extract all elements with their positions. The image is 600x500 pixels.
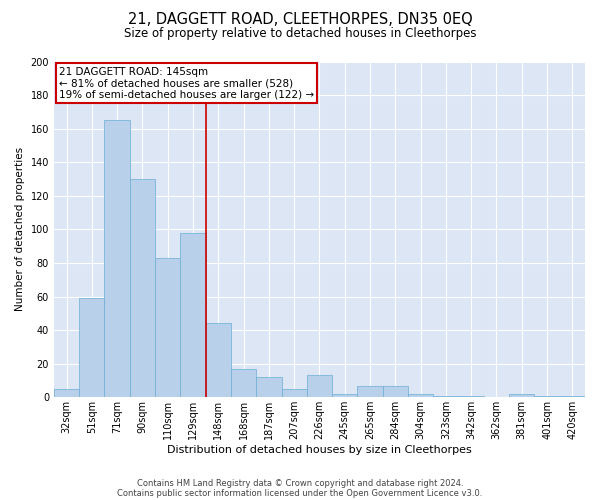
X-axis label: Distribution of detached houses by size in Cleethorpes: Distribution of detached houses by size … [167,445,472,455]
Bar [433,396,458,398]
Bar [79,298,104,398]
Bar [231,368,256,398]
Bar [206,324,231,398]
Bar [560,396,585,398]
Bar [104,120,130,398]
Bar [155,258,181,398]
Y-axis label: Number of detached properties: Number of detached properties [15,148,25,312]
Text: Contains HM Land Registry data © Crown copyright and database right 2024.: Contains HM Land Registry data © Crown c… [137,478,463,488]
Bar [535,396,560,398]
Bar [281,389,307,398]
Bar [408,394,433,398]
Bar [332,394,358,398]
Text: Contains public sector information licensed under the Open Government Licence v3: Contains public sector information licen… [118,488,482,498]
Bar [307,376,332,398]
Bar [509,394,535,398]
Text: 21, DAGGETT ROAD, CLEETHORPES, DN35 0EQ: 21, DAGGETT ROAD, CLEETHORPES, DN35 0EQ [128,12,472,28]
Bar [256,377,281,398]
Bar [130,179,155,398]
Bar [458,396,484,398]
Bar [54,389,79,398]
Bar [358,386,383,398]
Text: Size of property relative to detached houses in Cleethorpes: Size of property relative to detached ho… [124,28,476,40]
Bar [181,233,206,398]
Text: 21 DAGGETT ROAD: 145sqm
← 81% of detached houses are smaller (528)
19% of semi-d: 21 DAGGETT ROAD: 145sqm ← 81% of detache… [59,66,314,100]
Bar [383,386,408,398]
